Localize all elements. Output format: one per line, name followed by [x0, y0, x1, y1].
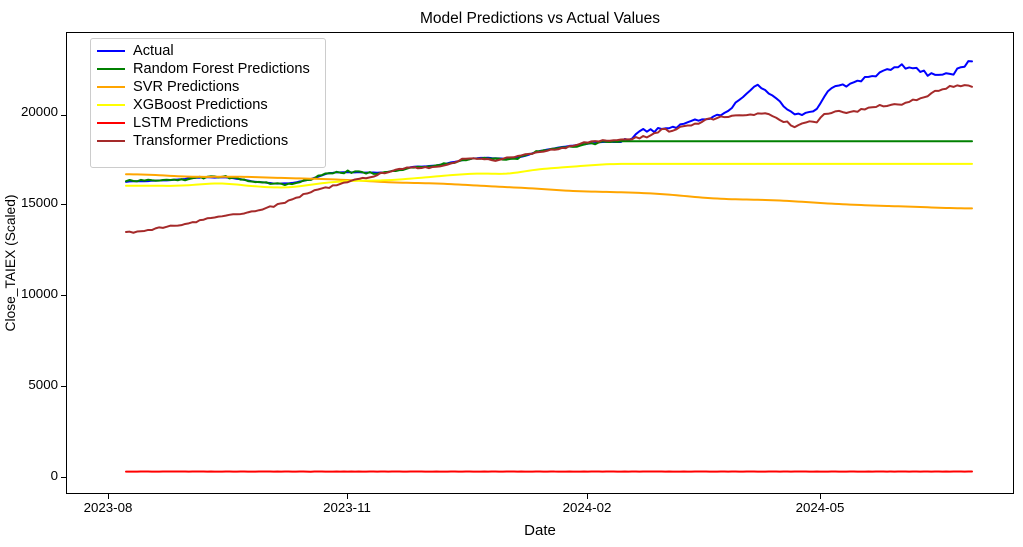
svg-text:2024-05: 2024-05: [796, 500, 845, 515]
svg-text:2023-11: 2023-11: [323, 500, 371, 515]
svg-text:0: 0: [51, 468, 58, 483]
svg-text:Close_TAIEX (Scaled): Close_TAIEX (Scaled): [3, 195, 18, 332]
svg-text:5000: 5000: [28, 377, 58, 392]
svg-text:10000: 10000: [21, 286, 58, 301]
svg-text:2023-08: 2023-08: [84, 500, 133, 515]
svg-text:Date: Date: [524, 522, 556, 539]
svg-text:20000: 20000: [21, 104, 58, 119]
svg-text:Model Predictions vs Actual Va: Model Predictions vs Actual Values: [420, 10, 660, 27]
svg-text:2024-02: 2024-02: [563, 500, 612, 515]
svg-text:15000: 15000: [21, 195, 58, 210]
